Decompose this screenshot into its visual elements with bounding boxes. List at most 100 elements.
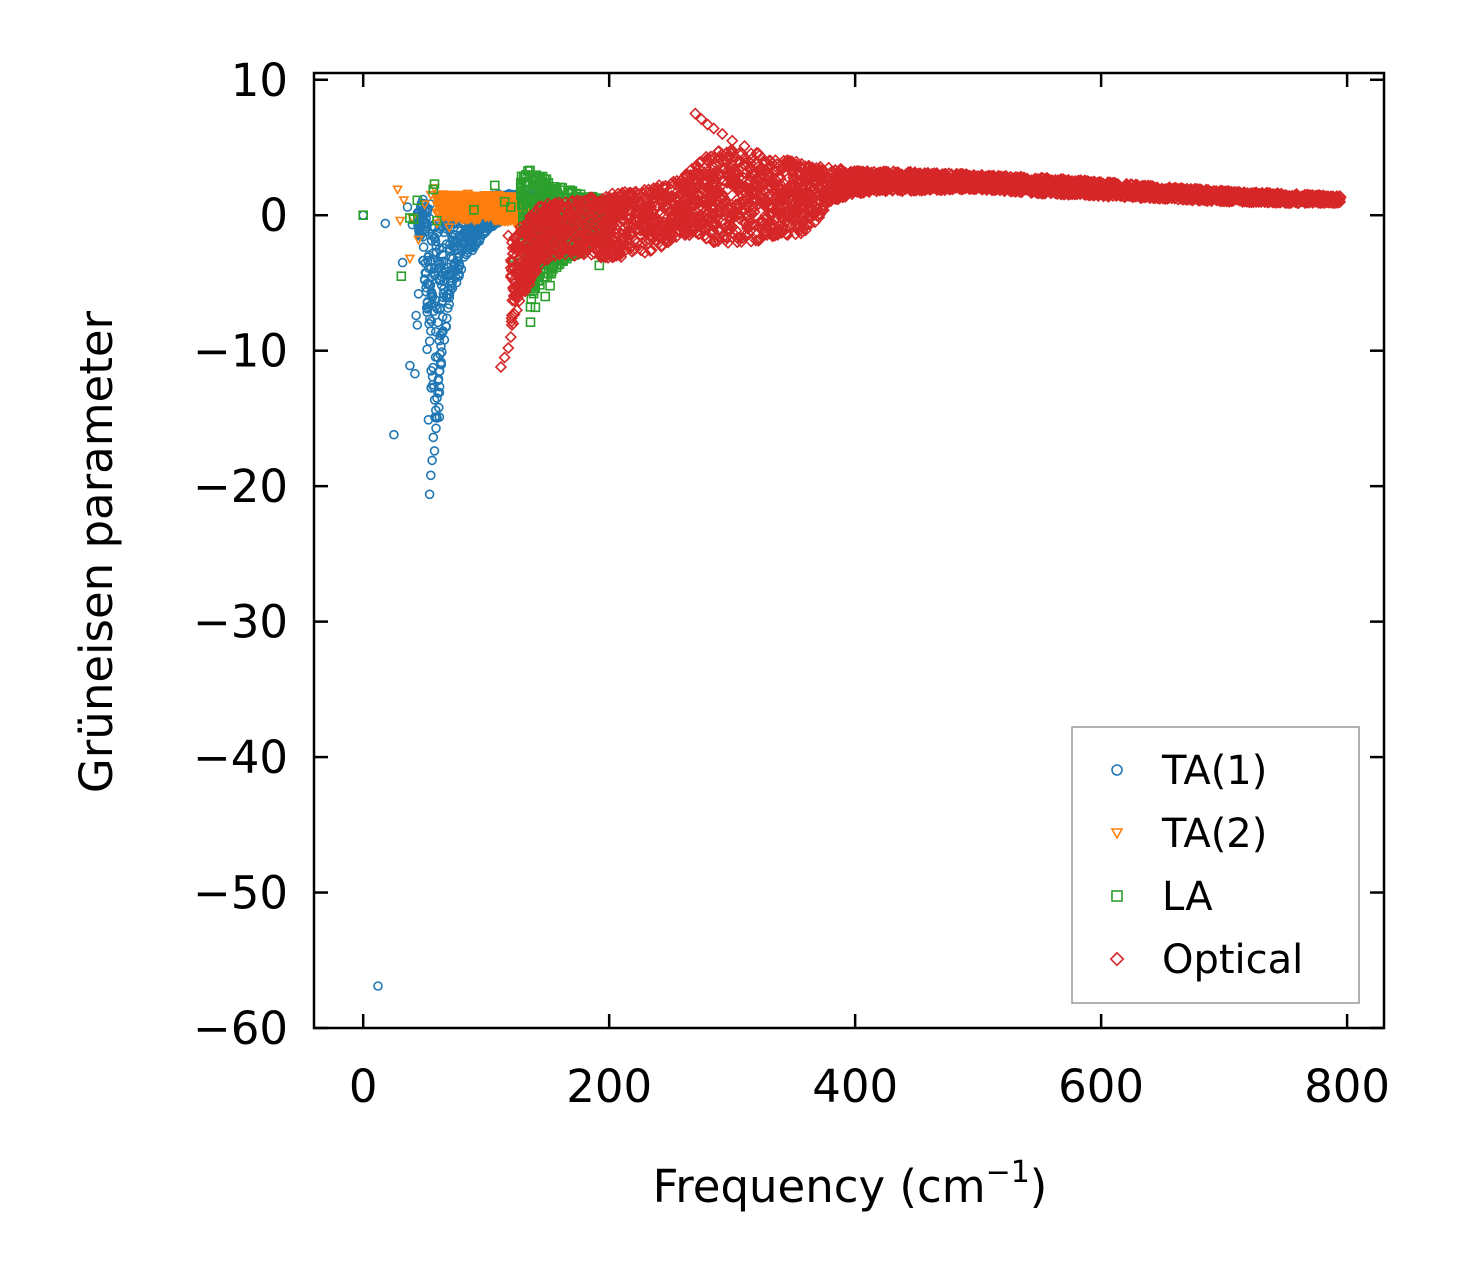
- data-point: [429, 446, 440, 456]
- data-point: [434, 412, 445, 422]
- data-point: [456, 201, 467, 212]
- data-point: [443, 223, 455, 234]
- data-point: [739, 217, 752, 230]
- data-point: [420, 217, 430, 227]
- data-point: [441, 313, 452, 324]
- data-point: [449, 212, 461, 222]
- data-point: [425, 326, 436, 336]
- data-point: [419, 275, 430, 286]
- data-point: [543, 268, 554, 279]
- data-point: [427, 455, 437, 466]
- data-point: [404, 254, 416, 265]
- data-point: [424, 314, 435, 325]
- data-point: [431, 423, 441, 434]
- data-point: [414, 206, 425, 216]
- data-point: [456, 232, 467, 242]
- data-point: [452, 256, 463, 266]
- data-point: [443, 198, 455, 208]
- data-point: [474, 230, 485, 241]
- data-point: [731, 231, 744, 245]
- data-point: [402, 202, 413, 212]
- data-point: [433, 402, 444, 413]
- data-point: [570, 228, 583, 242]
- data-point: [427, 231, 438, 241]
- data-point: [410, 368, 420, 379]
- data-point: [434, 193, 446, 203]
- data-point: [645, 244, 658, 257]
- data-point: [437, 347, 447, 357]
- data-point: [447, 232, 457, 242]
- data-point: [413, 288, 424, 299]
- data-point: [766, 190, 779, 203]
- data-point: [437, 328, 447, 339]
- data-point: [445, 275, 456, 286]
- data-point: [419, 200, 431, 211]
- data-point: [502, 192, 514, 202]
- data-point: [412, 320, 423, 330]
- data-point: [525, 195, 536, 205]
- data-point: [518, 171, 529, 182]
- data-point: [486, 200, 498, 211]
- data-point: [424, 336, 435, 347]
- data-point: [469, 214, 480, 225]
- data-point: [457, 214, 469, 225]
- data-point: [358, 210, 369, 220]
- data-point: [519, 195, 529, 206]
- data-point: [494, 213, 506, 224]
- data-point: [422, 344, 432, 355]
- data-point: [405, 360, 415, 371]
- data-point: [434, 366, 445, 377]
- data-point: [510, 215, 521, 225]
- data-point: [428, 432, 439, 443]
- data-point: [499, 196, 510, 207]
- data-point: [411, 310, 421, 321]
- data-point: [643, 234, 657, 247]
- data-point: [468, 197, 480, 207]
- data-point: [435, 359, 446, 370]
- scatter-layer: [358, 107, 1347, 991]
- data-point: [778, 165, 791, 178]
- data-point: [431, 219, 443, 230]
- data-point: [437, 312, 448, 322]
- data-point: [397, 257, 408, 268]
- data-point: [507, 197, 519, 208]
- data-point: [432, 393, 442, 403]
- data-point: [425, 470, 436, 481]
- data-point: [412, 195, 423, 206]
- data-point: [624, 241, 637, 255]
- data-point: [426, 316, 437, 327]
- data-point: [538, 189, 548, 199]
- data-point: [466, 222, 477, 233]
- data-point: [394, 216, 406, 227]
- data-point: [530, 302, 541, 313]
- data-point: [431, 197, 443, 207]
- data-point: [422, 296, 433, 307]
- data-point: [775, 161, 789, 174]
- data-point: [489, 180, 500, 191]
- data-point: [392, 185, 403, 196]
- data-point: [398, 196, 410, 206]
- data-point: [418, 242, 429, 252]
- data-point: [380, 218, 391, 229]
- data-point: [422, 255, 433, 266]
- data-point: [505, 202, 516, 212]
- data-point: [418, 255, 428, 266]
- data-point: [373, 981, 383, 991]
- data-point: [389, 429, 399, 440]
- data-point: [444, 299, 455, 310]
- data-point: [491, 206, 502, 217]
- data-point: [525, 317, 536, 328]
- data-point: [752, 234, 765, 247]
- data-point: [439, 207, 450, 217]
- data-point: [446, 280, 457, 291]
- data-point: [431, 247, 442, 258]
- data-point: [450, 265, 461, 276]
- data-point: [469, 205, 479, 215]
- data-point: [417, 226, 428, 237]
- data-point: [413, 235, 424, 246]
- data-point: [639, 235, 652, 248]
- data-point: [713, 207, 726, 220]
- data-point: [430, 233, 440, 243]
- data-point: [515, 182, 526, 193]
